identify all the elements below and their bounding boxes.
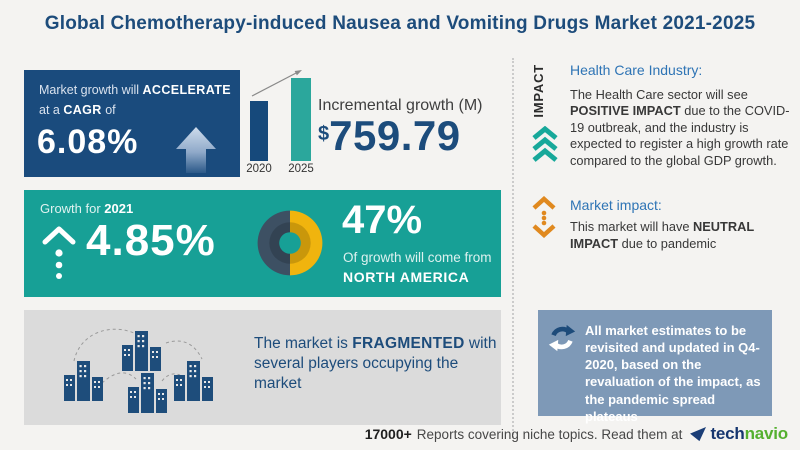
- bar-label-2025: 2025: [288, 163, 314, 175]
- fragmented-text: The market is FRAGMENTED with several pl…: [254, 334, 506, 394]
- growth-year: 2021: [104, 201, 134, 216]
- technavio-logo[interactable]: tech navio: [690, 424, 788, 444]
- north-america-region: NORTH AMERICA: [343, 269, 470, 285]
- footer-text: Reports covering niche topics. Read them…: [416, 426, 683, 442]
- cagr-line1-bold: ACCELERATE: [142, 83, 231, 97]
- healthcare-body-post: due to the COVID-19 outbreak, and the in…: [570, 103, 790, 168]
- chevron-up-dots-icon: [42, 226, 76, 279]
- market-impact-bold: NEUTRAL IMPACT: [570, 219, 754, 251]
- north-america-share: 47%: [342, 198, 423, 242]
- brand-navio: navio: [744, 424, 789, 443]
- market-impact-pre: This market will have: [570, 219, 694, 234]
- page-title: Global Chemotherapy-induced Nausea and V…: [44, 13, 756, 34]
- fragmented-post: with several players occupying the marke…: [254, 335, 497, 393]
- incremental-growth-label: Incremental growth (M): [318, 97, 483, 114]
- brand-tech: tech: [710, 424, 745, 443]
- bar-2020: [250, 101, 268, 161]
- cagr-line2: at a CAGR of: [39, 103, 116, 117]
- growth-label-pre: Growth for: [40, 201, 105, 216]
- donut-chart: [257, 210, 323, 276]
- healthcare-body-pre: The Health Care sector will see: [570, 87, 748, 102]
- cagr-line2-pre: at a: [39, 103, 64, 117]
- trend-arrow-icon: [251, 70, 302, 97]
- growth-2021-box: Growth for 2021 4.85% 47% Of growth will…: [24, 190, 501, 297]
- impact-text: IMPACT: [531, 64, 546, 118]
- estimates-note-box: All market estimates to be revisited and…: [538, 310, 772, 424]
- refresh-icon: [548, 324, 576, 352]
- cagr-line1: Market growth will ACCELERATE: [39, 83, 231, 97]
- impact-vertical-label: IMPACT: [531, 64, 549, 128]
- column-divider: [512, 58, 514, 438]
- incremental-growth-value: $ 759.79: [318, 112, 461, 160]
- market-impact-heading: Market impact:: [570, 197, 662, 213]
- fragmented-box: The market is FRAGMENTED with several pl…: [24, 310, 501, 425]
- incremental-growth-number: 759.79: [329, 112, 461, 159]
- fragmented-bold: FRAGMENTED: [352, 335, 465, 352]
- growth-up-arrow-icon: [176, 127, 216, 173]
- cagr-box: Market growth will ACCELERATE at a CAGR …: [24, 70, 240, 177]
- buildings-cluster-icon: [64, 328, 213, 413]
- growth-year-label: Growth for 2021: [40, 201, 133, 216]
- healthcare-heading: Health Care Industry:: [570, 62, 703, 78]
- growth-2021-value: 4.85%: [86, 216, 216, 265]
- cagr-line1-pre: Market growth will: [39, 83, 143, 97]
- market-impact-post: due to pandemic: [618, 235, 717, 251]
- bar-2025: [291, 78, 311, 161]
- triple-chevron-up-icon: [532, 126, 558, 162]
- report-count: 17000+: [364, 426, 412, 442]
- north-america-caption: Of growth will come from: [343, 250, 492, 265]
- footer: 17000+ Reports covering niche topics. Re…: [364, 424, 789, 444]
- cagr-value: 6.08%: [37, 123, 139, 161]
- currency-symbol: $: [318, 123, 330, 145]
- neutral-impact-icon: [532, 196, 556, 238]
- market-impact-body: This market will have NEUTRAL IMPACT due…: [570, 219, 798, 252]
- cagr-line2-post: of: [101, 103, 116, 117]
- fragmented-pre: The market is: [254, 335, 353, 352]
- cagr-line2-bold: CAGR: [63, 103, 102, 117]
- technavio-arrow-icon: [690, 426, 707, 441]
- healthcare-body: The Health Care sector will see POSITIVE…: [570, 87, 800, 169]
- healthcare-body-bold: POSITIVE IMPACT: [570, 103, 681, 119]
- bar-label-2020: 2020: [246, 163, 272, 175]
- estimates-note-text: All market estimates to be revisited and…: [585, 323, 761, 424]
